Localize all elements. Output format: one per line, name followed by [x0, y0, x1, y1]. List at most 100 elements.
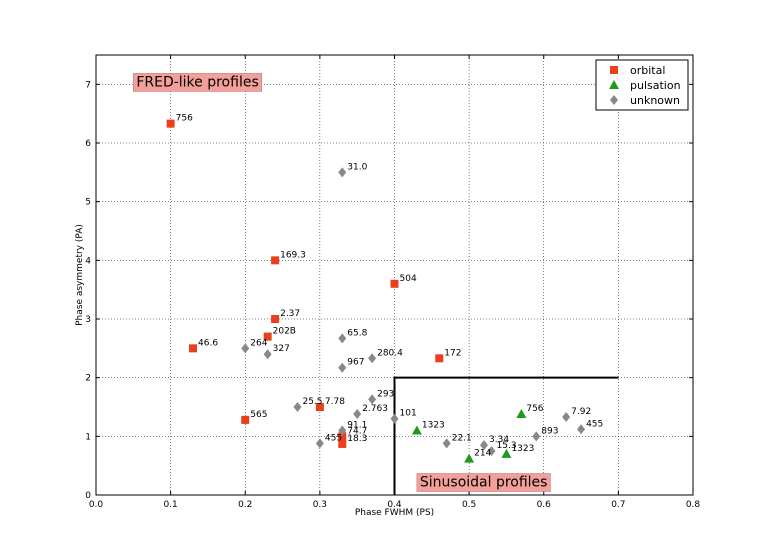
point-label: 15.3: [497, 441, 517, 451]
point-label: 7.78: [325, 397, 345, 407]
orbital-point: [271, 256, 280, 265]
orbital-point: [338, 439, 347, 448]
region-boundary-line: [393, 376, 619, 495]
legend-orbital-marker: [610, 66, 618, 74]
data-points: [166, 119, 586, 463]
legend-unknown-label: unknown: [630, 94, 680, 107]
unknown-point: [338, 362, 347, 373]
point-label: 25.5: [302, 397, 322, 407]
unknown-point: [368, 353, 377, 364]
unknown-point: [353, 409, 362, 420]
unknown-point: [338, 333, 347, 344]
y-tick-label: 7: [85, 80, 91, 90]
unknown-point: [577, 424, 586, 435]
unknown-point: [487, 446, 496, 456]
orbital-point: [241, 415, 250, 424]
sinusoidal-profiles-label: Sinusoidal profiles: [420, 475, 548, 491]
point-label: 172: [444, 348, 461, 358]
point-label: 46.6: [198, 338, 218, 348]
point-label: 2.37: [280, 309, 300, 319]
orbital-point: [390, 279, 399, 288]
point-label: 169.3: [280, 250, 306, 260]
unknown-point: [241, 343, 250, 354]
unknown-point: [532, 431, 541, 442]
point-label: 101: [400, 409, 417, 419]
x-tick-label: 0.5: [462, 500, 476, 510]
unknown-point: [442, 438, 451, 449]
point-label: 504: [400, 274, 417, 284]
y-axis-label: Phase asymmetry (PA): [75, 224, 85, 326]
point-label: 65.8: [347, 328, 367, 338]
point-label: 2.763: [362, 404, 388, 414]
x-axis-label: Phase FWHM (PS): [355, 508, 434, 518]
y-tick-label: 4: [85, 256, 91, 266]
x-tick-label: 0.2: [238, 500, 252, 510]
point-label: 31.0: [347, 162, 367, 172]
y-tick-label: 6: [85, 139, 91, 149]
orbital-point: [166, 119, 175, 128]
point-label: 1323: [511, 444, 534, 454]
unknown-point: [480, 440, 489, 451]
point-label: 264: [250, 338, 267, 348]
point-label: 214: [474, 449, 491, 459]
orbital-point: [315, 403, 324, 411]
point-label: 967: [347, 358, 364, 368]
orbital-point: [189, 344, 198, 353]
y-tick-label: 0: [85, 491, 91, 501]
x-tick-label: 0.4: [387, 500, 402, 510]
region-annotations: FRED-like profiles Sinusoidal profiles: [133, 73, 551, 492]
point-label: 756: [176, 114, 193, 124]
pulsation-point: [464, 453, 475, 463]
point-label: 893: [541, 426, 558, 436]
point-label: 327: [273, 344, 290, 354]
point-label: 7.92: [571, 407, 591, 417]
point-label: 91.1: [347, 420, 367, 430]
legend-pulsation-marker: [609, 80, 619, 89]
annotation-box: [416, 473, 551, 492]
unknown-point: [263, 349, 272, 360]
x-tick-label: 0.1: [163, 500, 177, 510]
sinusoidal-region-boundary: [393, 376, 619, 495]
point-label: 3.34: [489, 435, 509, 445]
legend: orbital pulsation unknown: [595, 59, 689, 111]
y-tick-label: 3: [85, 315, 91, 325]
unknown-point: [562, 411, 571, 422]
legend-pulsation-label: pulsation: [630, 79, 681, 92]
unknown-point: [338, 425, 347, 436]
pulsation-point: [516, 409, 527, 419]
point-label: 455: [586, 419, 603, 429]
y-tick-label: 5: [85, 198, 91, 208]
x-tick-label: 0.0: [89, 500, 104, 510]
point-label: 1323: [422, 420, 445, 430]
unknown-point: [338, 167, 347, 178]
point-label: 280.4: [377, 348, 403, 358]
legend-unknown-marker: [610, 95, 618, 105]
point-label: 565: [250, 410, 267, 420]
point-label: 22.1: [452, 433, 472, 443]
point-label: 455: [325, 433, 342, 443]
x-tick-label: 0.3: [313, 500, 327, 510]
unknown-point: [368, 394, 377, 405]
x-tick-label: 0.7: [611, 500, 625, 510]
x-tick-label: 0.8: [686, 500, 701, 510]
point-label: 202B: [273, 327, 296, 337]
x-tick-label: 0.6: [537, 500, 552, 510]
pulsation-point: [411, 425, 422, 435]
orbital-point: [263, 332, 272, 341]
unknown-point: [293, 402, 302, 412]
point-labels: 756 169.3 504 2.37 202B 46.6 172 565 7.78 74.718.…: [176, 114, 604, 459]
pulsation-point: [501, 448, 512, 458]
point-label: 756: [526, 404, 543, 414]
point-label: 74.7: [347, 426, 367, 436]
y-tick-label: 1: [85, 432, 91, 442]
unknown-point: [315, 438, 324, 449]
orbital-point: [435, 354, 444, 363]
unknown-point: [390, 413, 399, 424]
point-label: 18.3: [347, 434, 367, 444]
axis-ticks: 0.0 0.1 0.2 0.3 0.4 0.5 0.6 0.7 0.8 0 1 2 3 4 5 6 7: [85, 55, 700, 510]
y-tick-label: 2: [85, 374, 91, 384]
fred-like-profiles-label: FRED-like profiles: [136, 74, 258, 90]
legend-orbital-label: orbital: [630, 64, 665, 77]
annotation-box: [133, 73, 262, 92]
